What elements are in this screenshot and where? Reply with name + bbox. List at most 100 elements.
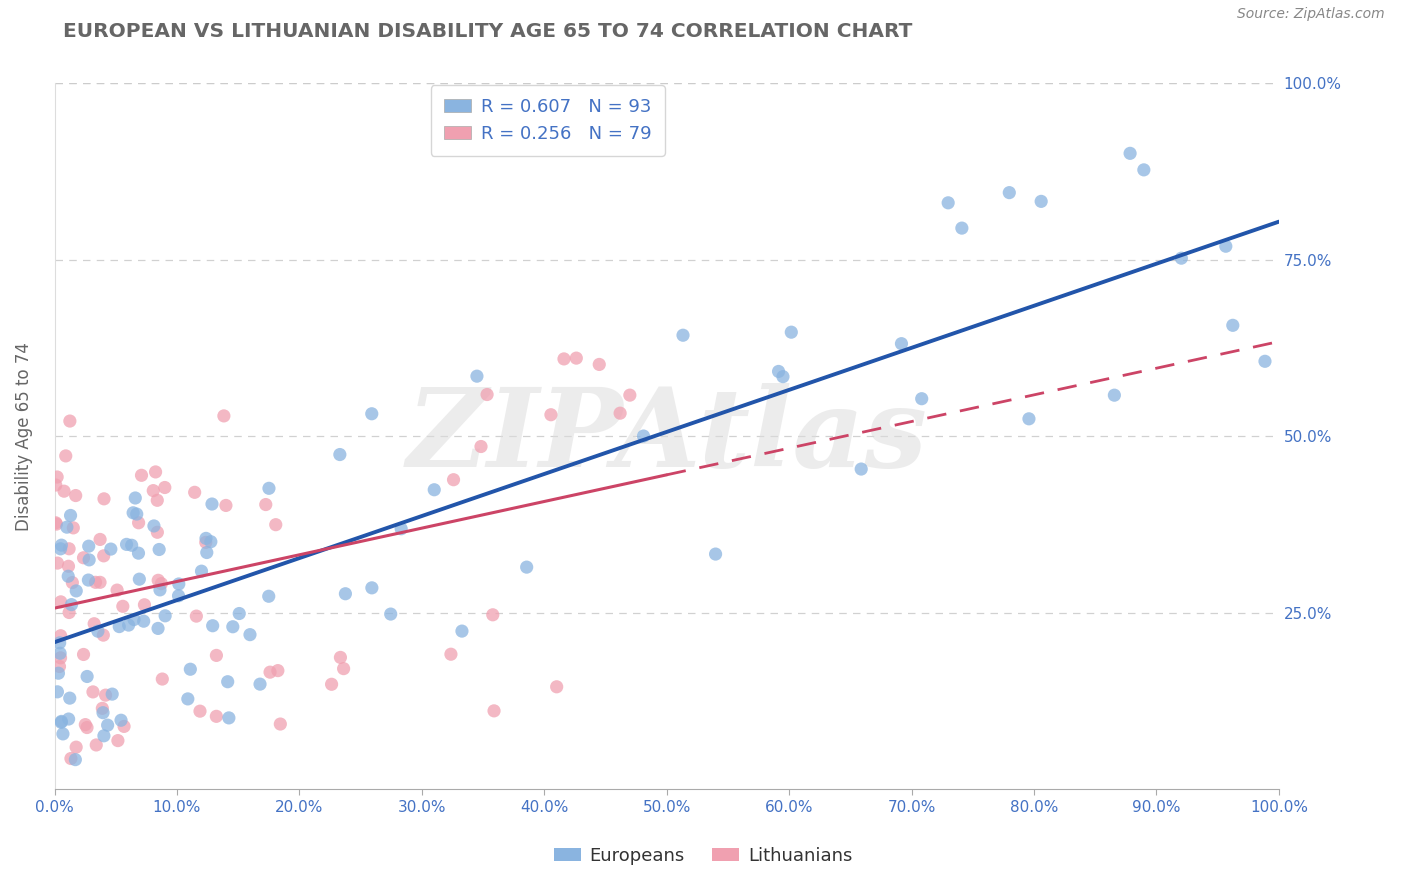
Point bbox=[257, 589, 280, 603]
Point bbox=[222, 620, 245, 634]
Point bbox=[851, 462, 873, 476]
Point bbox=[84, 738, 107, 752]
Point bbox=[1170, 251, 1192, 265]
Point bbox=[108, 619, 131, 633]
Point bbox=[132, 614, 155, 628]
Point bbox=[46, 685, 69, 699]
Point bbox=[49, 646, 72, 660]
Point bbox=[475, 387, 498, 401]
Point bbox=[45, 478, 67, 492]
Y-axis label: Disability Age 65 to 74: Disability Age 65 to 74 bbox=[15, 342, 32, 531]
Point bbox=[205, 709, 228, 723]
Point bbox=[321, 677, 343, 691]
Point bbox=[51, 714, 73, 729]
Point bbox=[52, 727, 75, 741]
Point bbox=[58, 559, 80, 574]
Point bbox=[218, 711, 240, 725]
Point bbox=[780, 325, 803, 339]
Point bbox=[998, 186, 1021, 200]
Point bbox=[465, 369, 488, 384]
Point bbox=[121, 538, 143, 552]
Point bbox=[188, 704, 211, 718]
Point bbox=[772, 369, 794, 384]
Point bbox=[122, 613, 145, 627]
Point bbox=[482, 704, 505, 718]
Point bbox=[58, 569, 80, 583]
Text: Source: ZipAtlas.com: Source: ZipAtlas.com bbox=[1237, 7, 1385, 21]
Point bbox=[167, 577, 190, 591]
Point bbox=[389, 522, 412, 536]
Point bbox=[53, 484, 76, 499]
Legend: Europeans, Lithuanians: Europeans, Lithuanians bbox=[547, 840, 859, 872]
Point bbox=[65, 583, 87, 598]
Point bbox=[380, 607, 402, 621]
Point bbox=[142, 483, 165, 498]
Point bbox=[56, 520, 79, 534]
Point bbox=[194, 535, 217, 549]
Point bbox=[329, 650, 352, 665]
Point bbox=[540, 408, 562, 422]
Point bbox=[257, 481, 280, 495]
Point bbox=[633, 429, 655, 443]
Point bbox=[1222, 318, 1244, 333]
Point bbox=[259, 665, 281, 680]
Point bbox=[205, 648, 228, 663]
Point bbox=[91, 706, 114, 720]
Point bbox=[546, 680, 568, 694]
Point bbox=[936, 195, 959, 210]
Point bbox=[93, 549, 115, 563]
Point bbox=[201, 618, 224, 632]
Point bbox=[59, 751, 82, 765]
Point bbox=[264, 517, 287, 532]
Point bbox=[150, 576, 173, 591]
Legend: R = 0.607   N = 93, R = 0.256   N = 79: R = 0.607 N = 93, R = 0.256 N = 79 bbox=[430, 86, 665, 156]
Point bbox=[101, 687, 124, 701]
Point bbox=[1104, 388, 1126, 402]
Point bbox=[167, 589, 190, 603]
Point bbox=[91, 701, 114, 715]
Point bbox=[125, 507, 148, 521]
Point bbox=[59, 414, 82, 428]
Point bbox=[94, 688, 117, 702]
Point bbox=[200, 534, 222, 549]
Point bbox=[149, 582, 172, 597]
Point bbox=[217, 674, 239, 689]
Point bbox=[146, 493, 169, 508]
Point bbox=[76, 721, 98, 735]
Point bbox=[1254, 354, 1277, 368]
Point bbox=[60, 598, 83, 612]
Point bbox=[1133, 162, 1156, 177]
Point bbox=[146, 525, 169, 540]
Point bbox=[481, 607, 503, 622]
Point bbox=[72, 550, 94, 565]
Point bbox=[105, 583, 128, 598]
Point bbox=[107, 733, 129, 747]
Point bbox=[768, 364, 790, 378]
Point bbox=[59, 691, 82, 706]
Point bbox=[122, 506, 145, 520]
Point bbox=[1119, 146, 1142, 161]
Point bbox=[84, 575, 107, 590]
Point bbox=[186, 609, 208, 624]
Point bbox=[87, 624, 110, 639]
Point bbox=[1018, 412, 1040, 426]
Point bbox=[100, 542, 122, 557]
Point bbox=[55, 449, 77, 463]
Point bbox=[148, 574, 170, 588]
Point bbox=[950, 221, 973, 235]
Point bbox=[91, 628, 114, 642]
Point bbox=[672, 328, 695, 343]
Point bbox=[124, 491, 146, 505]
Point bbox=[565, 351, 588, 365]
Point bbox=[146, 622, 169, 636]
Point bbox=[48, 636, 70, 650]
Text: EUROPEAN VS LITHUANIAN DISABILITY AGE 65 TO 74 CORRELATION CHART: EUROPEAN VS LITHUANIAN DISABILITY AGE 65… bbox=[63, 22, 912, 41]
Point bbox=[148, 542, 170, 557]
Point bbox=[332, 662, 354, 676]
Point bbox=[65, 740, 87, 755]
Point bbox=[553, 351, 575, 366]
Point bbox=[704, 547, 727, 561]
Point bbox=[45, 517, 67, 532]
Point bbox=[97, 718, 120, 732]
Point bbox=[142, 519, 165, 533]
